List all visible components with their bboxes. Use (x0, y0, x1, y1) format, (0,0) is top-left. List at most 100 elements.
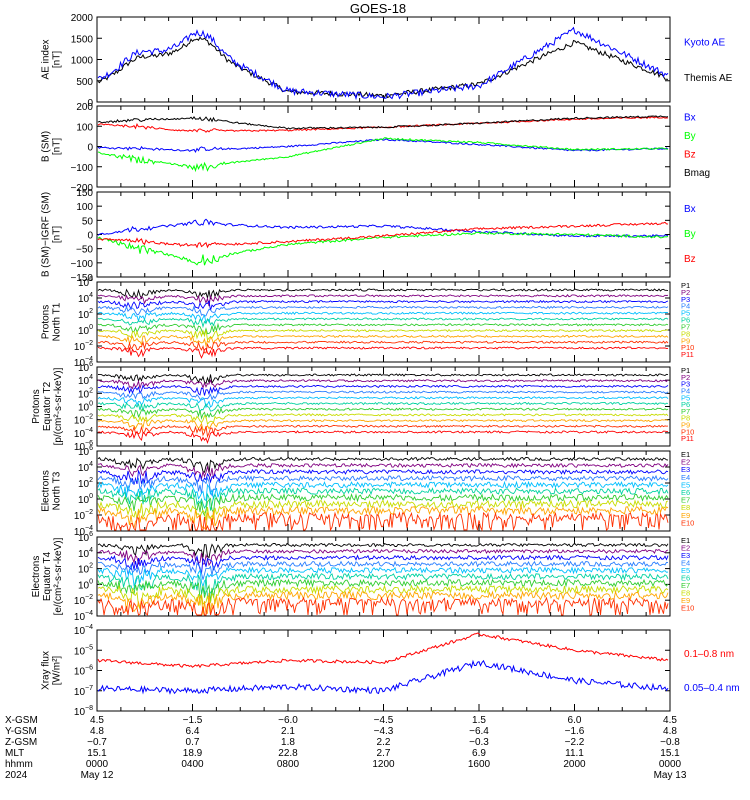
series-p10 (97, 424, 669, 439)
y-tick-label: 106 (78, 445, 93, 458)
footer-row-label: Z-GSM (5, 737, 37, 748)
legend-label: P3 (681, 295, 690, 304)
legend-label: P9 (681, 421, 690, 430)
series-p10 (97, 340, 669, 354)
series-e6 (97, 572, 669, 599)
y-tick-label: 10−2 (74, 414, 93, 427)
y-tick-label: 104 (78, 374, 93, 387)
y-tick-label: 106 (78, 531, 93, 544)
legend-label: Bx (684, 113, 696, 124)
footer-value: 15.1 (660, 748, 680, 759)
y-axis-label: [nT] (52, 51, 63, 68)
series-p5 (97, 396, 669, 409)
y-tick-label: 100 (78, 324, 93, 337)
legend-label: E6 (681, 488, 690, 497)
legend-label: P5 (681, 309, 690, 318)
y-axis-label: North T3 (52, 471, 63, 510)
legend-label: Bz (684, 150, 696, 161)
legend-label: E1 (681, 450, 690, 459)
y-tick-label: 100 (76, 202, 93, 213)
y-tick-label: 102 (78, 477, 93, 490)
legend-label: E8 (681, 589, 690, 598)
legend-label: P10 (681, 427, 694, 436)
y-tick-label: 104 (78, 461, 93, 474)
y-axis-label: AE index (41, 39, 52, 79)
legend-label: P7 (681, 322, 690, 331)
legend-label: Bz (684, 254, 696, 265)
series-e4 (97, 474, 669, 497)
series-p6 (97, 401, 669, 413)
footer-value: −4.3 (374, 726, 394, 737)
legend-label: P2 (681, 373, 690, 382)
series-e8 (97, 584, 669, 611)
y-tick-label: 10−6 (74, 665, 93, 678)
panel-frame (96, 629, 671, 712)
panel-frame (96, 366, 671, 447)
footer-value: −1.5 (183, 715, 203, 726)
footer-value: 4.5 (90, 715, 104, 726)
y-tick-label: 100 (78, 401, 93, 414)
y-tick-label: 10−4 (74, 610, 93, 623)
y-tick-label: 50 (82, 216, 94, 227)
footer-value: 15.1 (87, 748, 107, 759)
footer-value: 2.1 (281, 726, 295, 737)
y-axis-label: Protons (41, 305, 52, 339)
series-p1 (97, 373, 669, 385)
legend-label: E9 (681, 511, 690, 520)
y-tick-label: 1000 (71, 56, 94, 67)
y-tick-label: 102 (78, 563, 93, 576)
legend-label: E6 (681, 574, 690, 583)
footer-value: 0000 (659, 759, 682, 770)
series-e7 (97, 578, 669, 603)
series-by (97, 137, 669, 173)
footer-value: May 13 (654, 770, 687, 781)
panel-ae: 2000 1500 1000 500 0 AE index [nT] Kyoto AE Them… (41, 13, 733, 109)
footer-value: 18.9 (183, 748, 203, 759)
panel-bsm: 200 100 0 −100 −200 B (SM) [nT] Bx By Bz Bmag (41, 102, 711, 194)
footer-value: 2.7 (377, 748, 391, 759)
y-tick-label: 200 (76, 102, 93, 113)
legend-label: P4 (681, 302, 690, 311)
series-e1 (97, 542, 669, 559)
series-p8 (97, 328, 669, 342)
legend-label: P11 (681, 434, 694, 443)
series-p4 (97, 305, 669, 317)
series-e1 (97, 456, 669, 474)
footer-value: −0.7 (87, 737, 107, 748)
series-themis-ae (97, 36, 669, 99)
footer-value: 0800 (277, 759, 300, 770)
legend-label: P9 (681, 336, 690, 345)
legend-label: E4 (681, 473, 690, 482)
legend-label: P5 (681, 393, 690, 402)
y-axis-label: Equator T4 (42, 551, 53, 601)
series-by (97, 231, 669, 266)
y-axis-label: [nT] (52, 138, 63, 155)
series-p8 (97, 413, 669, 426)
legend-label: By (684, 229, 696, 240)
footer-value: 1600 (468, 759, 491, 770)
legend-label: E3 (681, 551, 690, 560)
footer-value: 1.8 (281, 737, 295, 748)
y-tick-label: 150 (76, 188, 93, 199)
series-p2 (97, 379, 669, 390)
footer-row-label: Y-GSM (5, 726, 37, 737)
y-tick-label: −100 (70, 259, 93, 270)
series-bx (97, 138, 669, 153)
legend-label: E5 (681, 480, 690, 489)
panel-eeq: 106 104 102 100 10−2 10−4 Electrons Equator T4[… (31, 531, 694, 623)
footer-value: −1.6 (565, 726, 585, 737)
footer-row-label: 2024 (5, 770, 28, 781)
legend-label: E10 (681, 604, 694, 613)
footer-value: 0000 (86, 759, 109, 770)
series-e4 (97, 560, 669, 580)
footer-value: 0400 (181, 759, 204, 770)
y-tick-label: 2000 (71, 13, 94, 24)
footer-value: 0.7 (186, 737, 200, 748)
y-axis-label: North T1 (52, 302, 63, 341)
y-axis-label: Xray flux (41, 651, 52, 690)
legend-label: P6 (681, 316, 690, 325)
